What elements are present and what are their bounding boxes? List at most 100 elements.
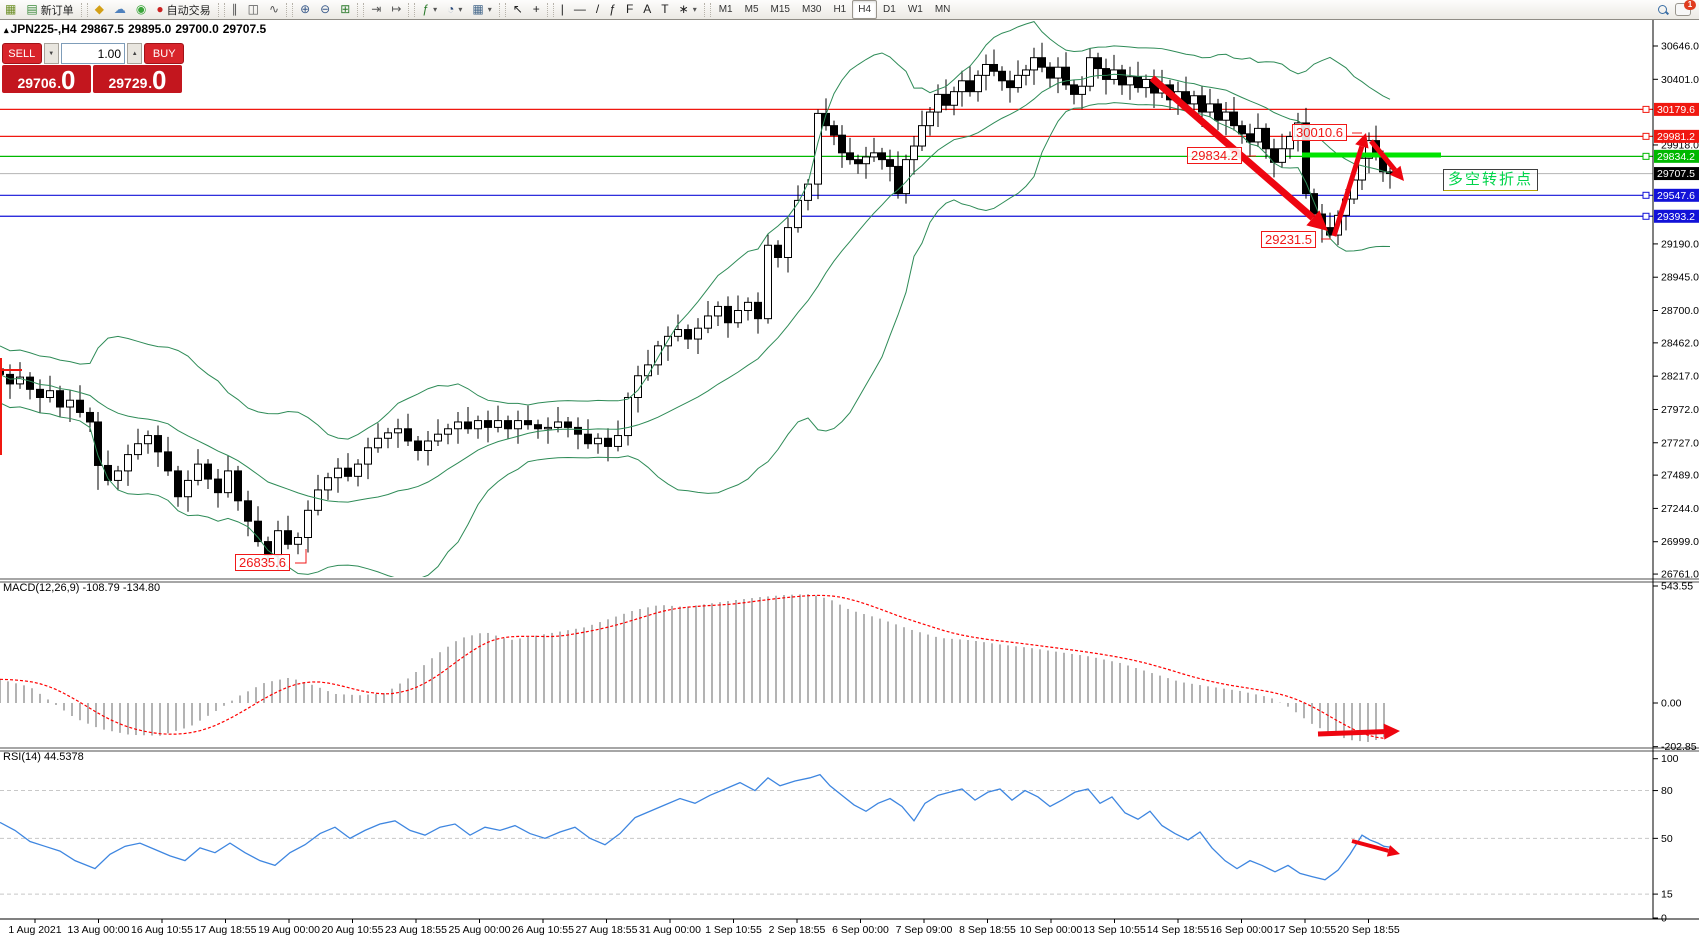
candle[interactable] bbox=[1046, 66, 1054, 79]
candle[interactable] bbox=[274, 530, 282, 556]
candle[interactable] bbox=[886, 159, 894, 167]
candle[interactable] bbox=[554, 421, 562, 428]
vline-button[interactable]: | bbox=[556, 0, 569, 19]
candle[interactable] bbox=[1070, 84, 1078, 95]
indicators-button[interactable]: ƒ ▾ bbox=[417, 0, 442, 19]
candle[interactable] bbox=[1230, 111, 1238, 127]
candle[interactable] bbox=[104, 464, 112, 481]
macd-pane[interactable] bbox=[0, 594, 1385, 742]
candle[interactable] bbox=[504, 420, 512, 430]
candle[interactable] bbox=[934, 93, 942, 113]
candle[interactable] bbox=[734, 310, 742, 324]
candle[interactable] bbox=[870, 152, 878, 158]
timeframe-m30[interactable]: M30 bbox=[801, 4, 822, 15]
hline-anchor[interactable] bbox=[1642, 212, 1650, 220]
candle[interactable] bbox=[1062, 66, 1070, 86]
line-chart-button[interactable]: ∿ bbox=[264, 0, 284, 19]
candle[interactable] bbox=[830, 125, 838, 136]
candle[interactable] bbox=[294, 537, 302, 545]
candle[interactable] bbox=[1254, 127, 1262, 143]
buy-button[interactable]: BUY bbox=[144, 43, 184, 64]
timeframe-m5[interactable]: M5 bbox=[744, 4, 759, 15]
candle[interactable] bbox=[654, 345, 662, 366]
candle[interactable] bbox=[1198, 95, 1206, 113]
candle[interactable] bbox=[1222, 111, 1230, 121]
candle[interactable] bbox=[998, 70, 1006, 82]
candle[interactable] bbox=[334, 467, 342, 479]
candle[interactable] bbox=[424, 440, 432, 452]
candle[interactable] bbox=[56, 390, 64, 408]
hline-anchor[interactable] bbox=[1642, 105, 1650, 113]
candle[interactable] bbox=[614, 435, 622, 447]
candle[interactable] bbox=[26, 376, 34, 390]
sell-button[interactable]: SELL bbox=[2, 43, 42, 64]
chart-shift-button[interactable]: ↦ bbox=[386, 0, 406, 19]
candle[interactable] bbox=[254, 520, 262, 543]
candle[interactable] bbox=[594, 437, 602, 445]
candle[interactable] bbox=[846, 152, 854, 161]
candle[interactable] bbox=[1262, 127, 1270, 150]
candle[interactable] bbox=[604, 437, 612, 447]
rsi-pane[interactable] bbox=[0, 773, 1653, 895]
candle[interactable] bbox=[284, 530, 292, 545]
candle[interactable] bbox=[926, 111, 934, 127]
candle[interactable] bbox=[404, 428, 412, 442]
chart-window-button[interactable]: ▦ bbox=[0, 0, 21, 19]
candle[interactable] bbox=[1238, 125, 1246, 135]
candle[interactable] bbox=[374, 437, 382, 449]
buy-price-display[interactable]: 29729 . 0 bbox=[93, 65, 182, 93]
candle[interactable] bbox=[754, 301, 762, 320]
candle[interactable] bbox=[384, 432, 392, 439]
candle[interactable] bbox=[1102, 68, 1110, 80]
red-annotation-arrow[interactable] bbox=[1351, 839, 1389, 853]
candle[interactable] bbox=[76, 399, 84, 413]
candle[interactable] bbox=[524, 420, 532, 426]
candle[interactable] bbox=[1310, 193, 1318, 215]
hline-anchor[interactable] bbox=[1642, 152, 1650, 160]
trendline-button[interactable]: / bbox=[591, 0, 604, 19]
dropdown-arrow-icon[interactable]: ▾ bbox=[433, 5, 438, 14]
candle[interactable] bbox=[584, 433, 592, 445]
candle[interactable] bbox=[454, 421, 462, 430]
candle[interactable] bbox=[714, 305, 722, 317]
hline-anchor[interactable] bbox=[1642, 132, 1650, 140]
red-annotation-arrow[interactable] bbox=[1369, 139, 1398, 172]
candle[interactable] bbox=[1038, 57, 1046, 68]
volume-input[interactable] bbox=[61, 43, 125, 64]
candle[interactable] bbox=[16, 376, 24, 385]
candle[interactable] bbox=[1190, 95, 1198, 105]
candle[interactable] bbox=[324, 477, 332, 491]
layers-button[interactable]: ◆ bbox=[90, 0, 109, 19]
candle[interactable] bbox=[144, 435, 152, 445]
dropdown-arrow-icon[interactable]: ▾ bbox=[487, 5, 492, 14]
candle[interactable] bbox=[764, 244, 772, 320]
candle[interactable] bbox=[1278, 148, 1286, 163]
signals-button[interactable]: ◉ bbox=[131, 0, 151, 19]
candle[interactable] bbox=[204, 463, 212, 480]
candle[interactable] bbox=[444, 428, 452, 435]
cursor-button[interactable]: ↖ bbox=[508, 0, 528, 19]
candle[interactable] bbox=[724, 305, 732, 324]
candle[interactable] bbox=[694, 327, 702, 340]
search-icon[interactable] bbox=[1657, 4, 1669, 16]
candle[interactable] bbox=[564, 421, 572, 428]
candle[interactable] bbox=[704, 315, 712, 329]
volume-increase-button[interactable]: ▲ bbox=[127, 43, 143, 64]
candle[interactable] bbox=[1286, 136, 1294, 150]
timeframe-m15[interactable]: M15 bbox=[770, 4, 790, 15]
candle[interactable] bbox=[974, 74, 982, 93]
new-order-button[interactable]: ▤ 新订单 bbox=[21, 0, 78, 19]
candle[interactable] bbox=[950, 91, 958, 106]
candle[interactable] bbox=[1206, 103, 1214, 113]
candle[interactable] bbox=[838, 134, 846, 154]
candle[interactable] bbox=[36, 388, 44, 399]
candle[interactable] bbox=[474, 420, 482, 430]
candle[interactable] bbox=[1134, 76, 1142, 89]
candle[interactable] bbox=[354, 463, 362, 477]
candle[interactable] bbox=[514, 420, 522, 430]
candle[interactable] bbox=[124, 454, 132, 472]
candle[interactable] bbox=[1086, 57, 1094, 87]
candle[interactable] bbox=[134, 443, 142, 456]
bar-chart-button[interactable]: ∥ bbox=[227, 0, 243, 19]
